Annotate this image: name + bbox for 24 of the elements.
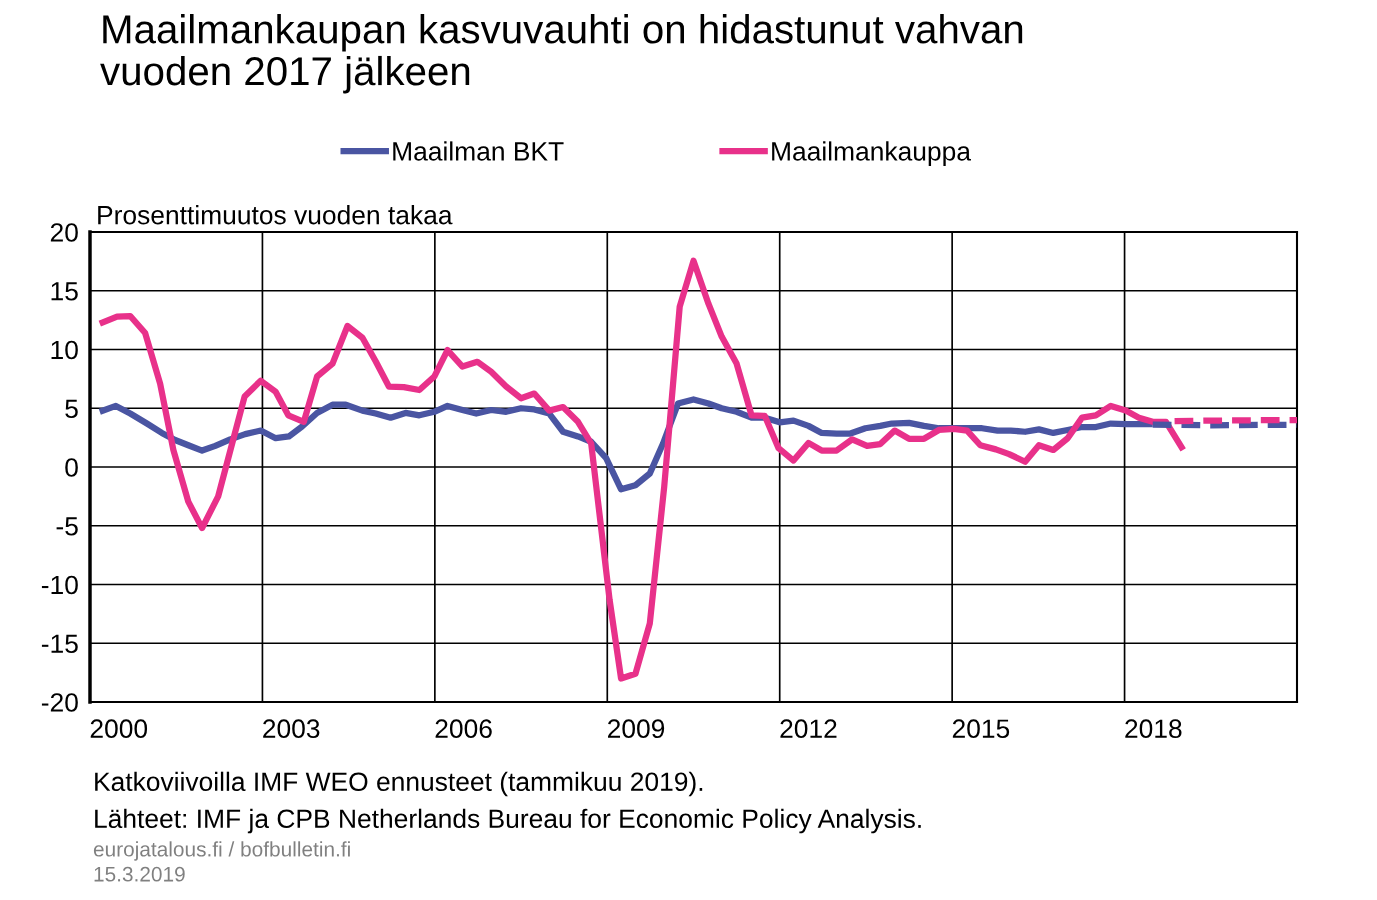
- y-tick-label: -15: [41, 634, 78, 654]
- y-tick-label: 10: [51, 340, 78, 360]
- text: Lähteet: IMF ja CPB Netherlands Bureau for Economic Policy Analysis.: [95, 808, 921, 834]
- x-tick-label: 2003: [263, 719, 320, 739]
- chart-title: Maailmankaupan kasvuvauhti on hidastunut vahvan vuoden 2017 jälkeen: [100, 14, 1023, 94]
- text: Katkoviivoilla IMF WEO ennusteet (tammikuu 2019).: [95, 771, 703, 797]
- x-tick-label: 2018: [1125, 719, 1182, 739]
- x-tick-label: 2009: [608, 719, 665, 739]
- y-tick-label: 5: [65, 399, 78, 419]
- text: 15.3.2019: [94, 866, 185, 882]
- y-tick-label: -10: [41, 575, 78, 595]
- y-tick-label: 20: [50, 223, 78, 242]
- text: eurojatalous.fi / bofbulletin.fi: [93, 841, 350, 861]
- legend-label: Maailmankauppa: [772, 141, 971, 166]
- x-tick-label: 2015: [952, 719, 1010, 739]
- y-tick-label: 15: [51, 282, 78, 301]
- y-tick-label: -20: [41, 693, 78, 712]
- y-tick-label: 0: [65, 458, 78, 477]
- y-axis-title: Prosenttimuutos vuoden takaa: [98, 205, 453, 225]
- legend-label: Maailman BKT: [393, 141, 564, 161]
- x-tick-label: 2012: [780, 719, 837, 739]
- x-tick-label: 2000: [90, 719, 148, 739]
- y-tick-label: -5: [56, 517, 78, 536]
- x-tick-label: 2006: [435, 719, 492, 739]
